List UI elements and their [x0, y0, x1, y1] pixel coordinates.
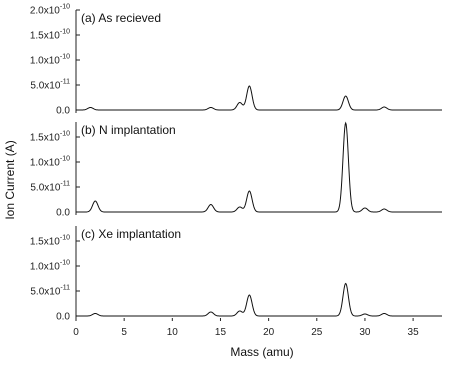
y-tick-label: 1.5x10-10	[30, 29, 70, 42]
panel-label: (b) N implantation	[81, 123, 176, 137]
spectrum-trace	[76, 121, 442, 213]
y-axis-title: Ion Current (A)	[3, 140, 17, 219]
panel-b: 0.0 5.0x10-11 1.0x10-10 1.5x10-10 (b) N impl…	[30, 121, 442, 219]
y-tick-label: 0.0	[56, 208, 70, 219]
y-tick-label: 1.0x10-10	[30, 156, 70, 169]
x-tick-label: 0	[73, 327, 79, 338]
y-tick-label: 1.5x10-10	[30, 235, 70, 248]
panel-label: (c) Xe implantation	[81, 227, 181, 241]
plot-area: 0.0 5.0x10-11 1.0x10-10 1.5x10-10 2.0x10-10 (…	[30, 4, 442, 338]
y-tick-label: 1.0x10-10	[30, 260, 70, 273]
panel-label: (a) As recieved	[81, 11, 161, 25]
x-tick-label: 20	[263, 327, 275, 338]
y-tick-label: 2.0x10-10	[30, 4, 70, 17]
x-axis: 0 5 10 15 20 25 30 35	[73, 318, 420, 338]
y-tick-label: 1.0x10-10	[30, 54, 70, 67]
panel-c: 0.0 5.0x10-11 1.0x10-10 1.5x10-10 (c) Xe imp…	[30, 226, 442, 323]
panel-a: 0.0 5.0x10-11 1.0x10-10 1.5x10-10 2.0x10-10 (…	[30, 4, 442, 117]
y-tick-label: 1.5x10-10	[30, 131, 70, 144]
x-tick-label: 5	[121, 327, 127, 338]
spectrum-trace	[76, 282, 442, 317]
spectrum-trace	[76, 85, 442, 111]
x-tick-label: 10	[167, 327, 179, 338]
x-tick-label: 30	[359, 327, 371, 338]
y-tick-label: 0.0	[56, 106, 70, 117]
x-axis-title: Mass (amu)	[230, 345, 293, 359]
y-tick-label: 5.0x10-11	[30, 181, 70, 194]
x-tick-label: 35	[408, 327, 420, 338]
x-tick-label: 25	[311, 327, 323, 338]
y-tick-label: 5.0x10-11	[30, 285, 70, 298]
y-tick-label: 0.0	[56, 312, 70, 323]
y-tick-label: 5.0x10-11	[30, 79, 70, 92]
x-tick-label: 15	[215, 327, 227, 338]
